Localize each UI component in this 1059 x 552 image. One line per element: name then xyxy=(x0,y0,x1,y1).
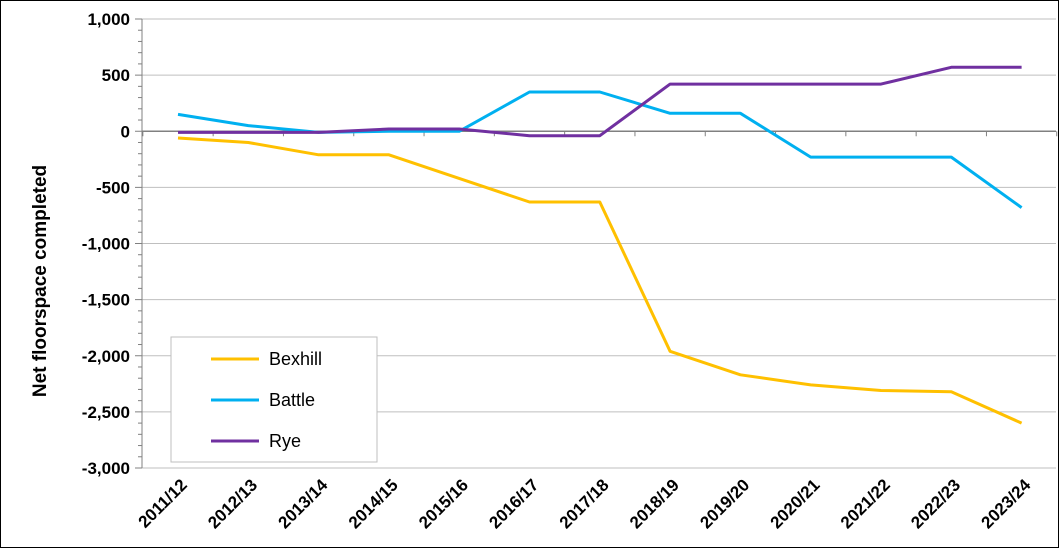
x-tick-label: 2018/19 xyxy=(626,475,683,532)
y-tick-label: 500 xyxy=(102,66,130,85)
x-tick-label: 2020/21 xyxy=(767,475,824,532)
legend: Bexhill Battle Rye xyxy=(170,336,378,463)
x-tick-label: 2017/18 xyxy=(556,475,613,532)
y-tick-label: -1,000 xyxy=(82,235,130,254)
y-tick-label: -1,500 xyxy=(82,291,130,310)
legend-label-battle: Battle xyxy=(269,390,315,410)
legend-label-rye: Rye xyxy=(269,431,301,451)
x-tick-label: 2013/14 xyxy=(275,475,332,532)
y-tick-label: -2,500 xyxy=(82,403,130,422)
y-tick-label: -500 xyxy=(96,178,130,197)
x-tick-label: 2023/24 xyxy=(978,475,1035,532)
x-tick-label: 2011/12 xyxy=(135,475,191,531)
y-tick-label: 1,000 xyxy=(87,10,130,29)
y-tick-label: -3,000 xyxy=(82,459,130,478)
x-tick-label: 2022/23 xyxy=(907,475,964,532)
y-axis-title: Net floorspace completed xyxy=(30,165,51,397)
y-tick-label: -2,000 xyxy=(82,347,130,366)
legend-box xyxy=(170,336,378,463)
x-tick-label: 2016/17 xyxy=(485,475,542,532)
x-tick-label: 2019/20 xyxy=(696,475,753,532)
series-line-battle xyxy=(177,90,1023,209)
series-line-bexhill xyxy=(177,136,1023,425)
x-tick-label: 2015/16 xyxy=(415,475,472,532)
y-tick-labels: 1,000 500 0 -500 -1,000 -1,500 -2,000 -2,500 -3,… xyxy=(82,10,130,478)
x-tick-labels: 2011/12 2012/13 2013/14 2014/15 2015/16 2016/… xyxy=(135,475,1035,532)
x-tick-label: 2012/13 xyxy=(204,475,261,532)
x-tick-label: 2014/15 xyxy=(345,475,402,532)
series-lines xyxy=(177,65,1023,425)
series-line-rye xyxy=(178,65,1022,138)
x-tick-label: 2021/22 xyxy=(837,475,894,532)
legend-label-bexhill: Bexhill xyxy=(269,349,322,369)
y-tick-label: 0 xyxy=(121,122,130,141)
